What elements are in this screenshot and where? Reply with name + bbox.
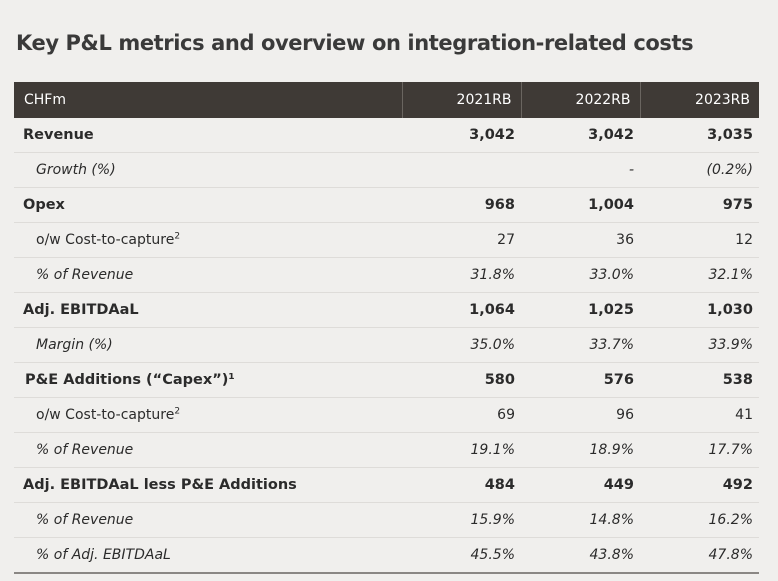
row-label-cell: Opex xyxy=(14,187,402,223)
table-row: % of Revenue 31.8% 33.0% 32.1% xyxy=(14,257,759,293)
table-row: % of Adj. EBITDAaL 45.5% 43.8% 47.8% xyxy=(14,537,759,574)
value-cell: 33.9% xyxy=(640,327,759,363)
table-row: % of Revenue 19.1% 18.9% 17.7% xyxy=(14,432,759,468)
row-label: Adj. EBITDAaL xyxy=(23,302,139,318)
row-label-cell: o/w Cost-to-capture2 xyxy=(14,397,402,433)
row-label: Margin (%) xyxy=(36,337,113,353)
row-label: % of Revenue xyxy=(36,442,134,458)
row-label: o/w Cost-to-capture xyxy=(36,232,175,248)
row-label-cell: Revenue xyxy=(14,118,402,153)
value-cell: 14.8% xyxy=(521,502,640,538)
row-label-cell: Margin (%) xyxy=(14,327,402,363)
value-cell: 27 xyxy=(402,222,521,258)
value-cell: 43.8% xyxy=(521,537,640,574)
row-label-cell: % of Revenue xyxy=(14,257,402,293)
value-cell: 968 xyxy=(402,187,521,223)
unit-header: CHFm xyxy=(14,82,402,118)
row-label: % of Revenue xyxy=(36,267,134,283)
row-label-cell: o/w Cost-to-capture2 xyxy=(14,222,402,258)
value-cell: 17.7% xyxy=(640,432,759,468)
value-cell: 16.2% xyxy=(640,502,759,538)
footnote-marker: 2 xyxy=(174,406,181,417)
year-header: 2021RB xyxy=(401,82,521,118)
value-cell: 31.8% xyxy=(402,257,521,293)
value-cell: 492 xyxy=(640,467,759,503)
value-cell: 1,004 xyxy=(521,187,640,223)
value-cell: 3,042 xyxy=(521,118,640,153)
row-label: Growth (%) xyxy=(36,162,116,178)
row-label-cell: P&E Additions (“Capex”)¹ xyxy=(14,362,402,398)
value-cell: - xyxy=(521,152,640,188)
row-label-cell: % of Adj. EBITDAaL xyxy=(14,537,402,574)
table-row: Opex 968 1,004 975 xyxy=(14,187,759,223)
table-row: Growth (%) - (0.2%) xyxy=(14,152,759,188)
value-cell: 1,030 xyxy=(640,292,759,328)
table-row: o/w Cost-to-capture2 69 96 41 xyxy=(14,397,759,433)
value-cell: 449 xyxy=(521,467,640,503)
value-cell: 41 xyxy=(640,397,759,433)
row-label-cell: % of Revenue xyxy=(14,502,402,538)
value-cell: 15.9% xyxy=(402,502,521,538)
table-row: P&E Additions (“Capex”)¹ 580 576 538 xyxy=(14,362,759,398)
value-cell: 576 xyxy=(521,362,640,398)
value-cell: 18.9% xyxy=(521,432,640,468)
row-label-cell: Growth (%) xyxy=(14,152,402,188)
table-row: o/w Cost-to-capture2 27 36 12 xyxy=(14,222,759,258)
table-row: Adj. EBITDAaL 1,064 1,025 1,030 xyxy=(14,292,759,328)
table-row: Adj. EBITDAaL less P&E Additions 484 449 49… xyxy=(14,467,759,503)
value-cell: 96 xyxy=(521,397,640,433)
row-label-cell: Adj. EBITDAaL less P&E Additions xyxy=(14,467,402,503)
row-label: % of Adj. EBITDAaL xyxy=(36,547,171,563)
value-cell: 580 xyxy=(402,362,521,398)
value-cell: 32.1% xyxy=(640,257,759,293)
row-label: Revenue xyxy=(23,127,94,143)
value-cell: 1,025 xyxy=(521,292,640,328)
value-cell: 484 xyxy=(402,467,521,503)
footnote-marker: 2 xyxy=(174,231,181,242)
value-cell: (0.2%) xyxy=(640,152,759,188)
value-cell: 35.0% xyxy=(402,327,521,363)
row-label-cell: % of Revenue xyxy=(14,432,402,468)
row-label-cell: Adj. EBITDAaL xyxy=(14,292,402,328)
row-label: % of Revenue xyxy=(36,512,134,528)
value-cell: 45.5% xyxy=(402,537,521,574)
value-cell: 12 xyxy=(640,222,759,258)
value-cell: 33.7% xyxy=(521,327,640,363)
table-row: Revenue 3,042 3,042 3,035 xyxy=(14,118,759,153)
year-header: 2023RB xyxy=(639,82,759,118)
value-cell: 69 xyxy=(402,397,521,433)
row-label: P&E Additions (“Capex”)¹ xyxy=(25,372,235,388)
value-cell: 1,064 xyxy=(402,292,521,328)
value-cell: 19.1% xyxy=(402,432,521,468)
value-cell: 33.0% xyxy=(521,257,640,293)
value-cell: 975 xyxy=(640,187,759,223)
row-label: o/w Cost-to-capture xyxy=(36,407,175,423)
table-row: % of Revenue 15.9% 14.8% 16.2% xyxy=(14,502,759,538)
year-header: 2022RB xyxy=(520,82,640,118)
value-cell: 47.8% xyxy=(640,537,759,574)
pl-metrics-table: CHFm 2021RB 2022RB 2023RB Revenue 3,042 3,… xyxy=(14,82,759,574)
value-cell: 538 xyxy=(640,362,759,398)
page-title: Key P&L metrics and overview on integrat… xyxy=(16,31,694,55)
row-label: Adj. EBITDAaL less P&E Additions xyxy=(23,477,297,493)
value-cell: 3,035 xyxy=(640,118,759,153)
value-cell xyxy=(402,152,521,188)
value-cell: 36 xyxy=(521,222,640,258)
table-header-row: CHFm 2021RB 2022RB 2023RB xyxy=(14,82,759,118)
table-row: Margin (%) 35.0% 33.7% 33.9% xyxy=(14,327,759,363)
row-label: Opex xyxy=(23,197,65,213)
value-cell: 3,042 xyxy=(402,118,521,153)
